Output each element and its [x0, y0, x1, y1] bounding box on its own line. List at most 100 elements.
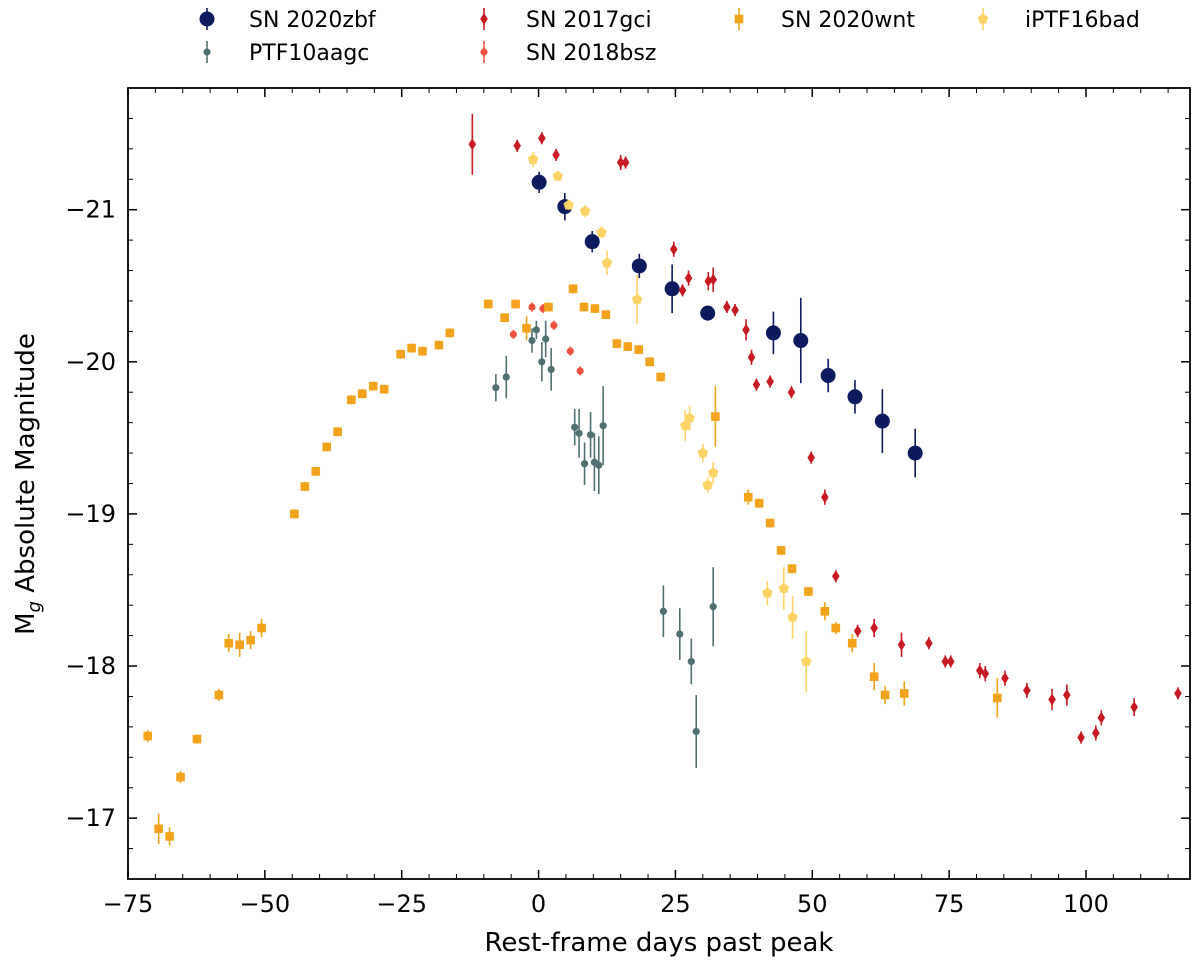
legend-label: SN 2020wnt: [781, 8, 915, 33]
x-tick-label: 25: [660, 890, 691, 918]
data-point: [483, 299, 493, 309]
data-point: [347, 395, 356, 405]
legend-marker: [199, 11, 215, 27]
y-tick-label: −20: [65, 348, 116, 376]
data-point: [445, 328, 455, 338]
data-point: [664, 281, 680, 297]
data-point: [538, 358, 546, 366]
legend-marker: [734, 14, 744, 24]
y-axis-label-rest: Absolute Magnitude: [11, 333, 41, 601]
data-point: [527, 153, 539, 164]
data-point: [434, 340, 444, 350]
data-point: [787, 386, 796, 399]
data-point: [656, 372, 665, 382]
series-sn-2017gci: [468, 113, 1182, 744]
legend-marker: [480, 48, 488, 56]
data-point: [511, 299, 520, 309]
data-point: [762, 587, 773, 598]
data-point: [333, 427, 342, 437]
data-point: [697, 447, 709, 458]
data-point: [154, 824, 163, 834]
data-point: [407, 343, 416, 353]
data-point: [532, 326, 540, 334]
data-point: [500, 313, 509, 322]
legend-label: SN 2017gci: [526, 8, 652, 33]
x-tick-label: 0: [531, 890, 546, 918]
data-point: [709, 273, 717, 286]
data-point: [176, 772, 185, 782]
data-point: [631, 293, 643, 304]
data-point: [702, 479, 713, 490]
legend-item-sn-2020zbf: SN 2020zbf: [199, 8, 377, 33]
data-point: [612, 339, 622, 348]
data-point: [776, 546, 786, 555]
data-point: [684, 412, 695, 423]
data-point: [766, 375, 774, 388]
data-point: [571, 423, 579, 431]
data-point: [899, 689, 909, 698]
data-point: [418, 346, 427, 356]
data-point: [1130, 701, 1138, 714]
series-sn-2020wnt: [143, 284, 1002, 846]
data-point: [1023, 684, 1031, 697]
legend-item-ptf10aagc: PTF10aagc: [203, 41, 369, 66]
data-point: [707, 467, 719, 478]
data-point: [566, 347, 574, 355]
data-point: [692, 727, 700, 736]
y-tick-label: −21: [65, 196, 116, 224]
data-point: [290, 509, 299, 519]
data-point: [723, 301, 731, 314]
x-tick-label: −25: [376, 890, 427, 918]
x-tick-label: 50: [797, 890, 828, 918]
x-tick-label: −50: [240, 890, 291, 918]
data-point: [993, 693, 1002, 703]
y-axis-label: Mg Absolute Magnitude: [11, 333, 45, 635]
x-tick-label: 100: [1063, 890, 1109, 918]
data-point: [552, 170, 563, 181]
data-point: [687, 657, 695, 666]
data-point: [599, 422, 607, 430]
data-point: [793, 333, 809, 349]
data-point: [820, 606, 830, 616]
data-point: [224, 638, 234, 648]
data-point: [580, 460, 589, 468]
plot-marks: [143, 113, 1182, 846]
y-tick-label: −18: [65, 652, 116, 680]
legend-item-sn-2018bsz: SN 2018bsz: [480, 41, 656, 66]
data-point: [601, 310, 611, 319]
data-point: [678, 284, 687, 297]
y-axis-label-subscript: g: [24, 601, 45, 612]
data-point: [847, 389, 863, 405]
data-point: [579, 205, 591, 216]
data-point: [659, 607, 667, 615]
data-point: [743, 492, 753, 502]
data-point: [897, 638, 906, 651]
data-point: [601, 257, 613, 268]
data-point: [623, 342, 633, 351]
data-point: [586, 431, 595, 439]
data-point: [528, 303, 536, 311]
data-point: [192, 734, 202, 744]
data-point: [869, 672, 879, 681]
data-point: [563, 199, 574, 210]
data-point: [752, 378, 761, 391]
legend-label: iPTF16bad: [1025, 8, 1140, 33]
data-point: [680, 420, 691, 431]
data-point: [538, 132, 546, 145]
legend: SN 2020zbf PTF10aagc SN 2017gci SN 2018bsz S…: [199, 8, 1140, 66]
data-point: [975, 664, 984, 677]
data-point: [568, 284, 578, 294]
data-point: [669, 243, 678, 256]
data-point: [801, 655, 812, 666]
data-point: [631, 258, 647, 274]
data-point: [981, 667, 990, 680]
data-point: [257, 623, 266, 633]
data-point: [700, 305, 716, 321]
data-point: [528, 336, 536, 345]
x-tick-label: 75: [934, 890, 965, 918]
data-point: [874, 413, 890, 429]
data-point: [870, 622, 878, 635]
data-point: [1097, 711, 1106, 724]
data-point: [165, 832, 174, 841]
data-point: [778, 582, 790, 593]
